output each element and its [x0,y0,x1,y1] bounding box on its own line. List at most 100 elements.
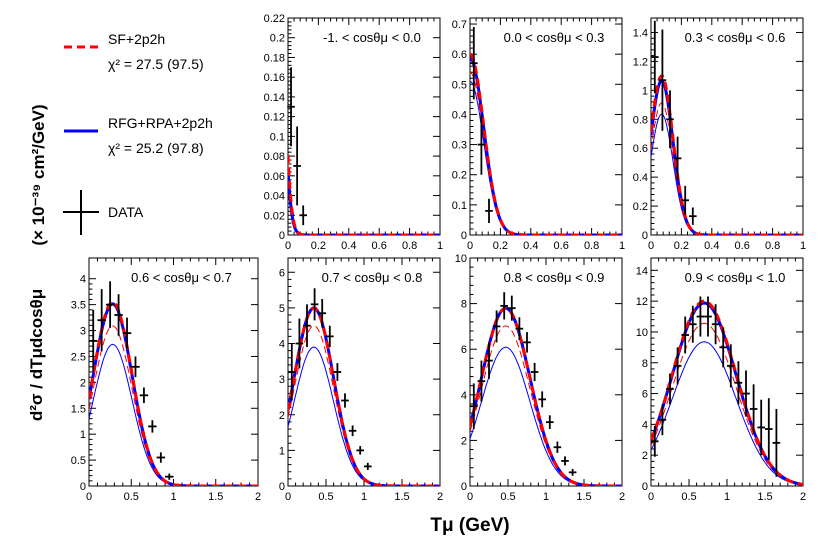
rfg-thin-curve [288,177,440,235]
rfg-curve [288,169,440,235]
x-tick-label: 0 [285,491,291,503]
panel-title: 0.6 < cosθμ < 0.7 [131,270,232,285]
panels: 0 0.2 0.4 0.6 0.8 100.020.040.060.080.10.120.… [71,13,806,503]
rfg-thin-curve [89,343,258,486]
y-tick-label: 1.2 [633,56,648,68]
sf-curve [651,74,803,235]
y-tick-label: 0.18 [264,52,285,64]
y-tick-label: 1 [80,429,86,441]
x-tick-label: 1 [543,491,549,503]
y-tick-label: 1 [642,85,648,97]
y-tick-label: 3.5 [71,300,86,312]
panel-1: 0 0.2 0.4 0.6 0.8 1 0 0.02 0.04 0.06 0.08 0.1 0.12 0.… [264,13,443,252]
y-tick-label: 0 [80,481,86,493]
rfg-thin-curve [470,346,622,486]
y-tick-label: 4 [642,419,648,431]
panel-frame [469,17,623,236]
x-tick-label: 0.6 [735,240,750,252]
y-tick-label: 6 [461,344,467,356]
y-tick-label: 0 [461,230,467,242]
y-tick-label: 0 [279,481,285,493]
y-tick-label: 14 [636,265,648,277]
y-tick-label: 0.16 [264,72,285,84]
panel-title: 0.8 < cosθμ < 0.9 [504,270,605,285]
rfg-thin-curve [288,346,440,486]
x-tick-label: 2 [255,491,261,503]
x-tick-label: 0 [467,491,473,503]
sf-thin-curve [288,325,440,486]
y-tick-label: 0.7 [452,19,467,31]
x-tick-label: 0.8 [765,240,780,252]
x-tick-label: 0.5 [124,491,139,503]
rfg-thin-curve [651,113,803,235]
panel-title: 0.0 < cosθμ < 0.3 [504,30,605,45]
x-tick-label: 0 [648,240,654,252]
rfg-curve [288,306,440,486]
sf-curve [470,52,622,235]
y-tick-label: 0.2 [452,170,467,182]
y-tick-label: 3 [279,374,285,386]
y-tick-label: 2 [80,377,86,389]
x-tick-label: 1 [170,491,176,503]
legend-sf-label: SF+2p2h [108,31,165,47]
y-tick-label: 0.22 [264,13,285,25]
x-tick-label: 0.8 [402,240,417,252]
sf-thin-curve [651,322,803,486]
rfg-curve [470,56,622,235]
y-tick-label: 0.06 [264,171,285,183]
y-tick-label: 0 [642,481,648,493]
y-tick-label: 0.1 [452,200,467,212]
legend-data-label: DATA [108,204,144,220]
x-tick-label: 2 [437,491,443,503]
sf-curve [288,306,440,486]
rfg-thin-curve [470,80,622,235]
y-axis-label-units: (× 10⁻³⁹ cm²/GeV) [29,104,48,245]
x-tick-label: 1.5 [394,491,409,503]
y-tick-label: 10 [455,253,467,265]
y-tick-label: 0 [642,230,648,242]
y-tick-label: 0.6 [633,143,648,155]
x-tick-label: 0.2 [493,240,508,252]
panel-frame [287,17,441,236]
y-tick-label: 0.6 [452,49,467,61]
panel-title: 0.9 < cosθμ < 1.0 [685,270,786,285]
panel-title: 0.7 < cosθμ < 0.8 [322,270,423,285]
sf-thin-curve [470,325,622,486]
x-tick-label: 1.5 [208,491,223,503]
panel-7: 0 0.5 1 1.5 2 0 2 4 6 8 10 12 14 0.9 < cosθμ < 1.0 [636,257,806,503]
panel-2: 0 0.2 0.4 0.6 0.8 1 0 0.1 0.2 0.3 0.4 0.5 0.6 0.7 0.0 … [452,17,625,252]
x-tick-label: 0 [648,491,654,503]
panel-5: 0 0.5 1 1.5 2 0 1 2 3 4 5 6 0.7 < cosθμ < 0.8 [279,257,443,503]
x-tick-label: 1 [800,240,806,252]
x-tick-label: 0 [467,240,473,252]
x-tick-label: 2 [800,491,806,503]
y-tick-label: 0.12 [264,112,285,124]
y-tick-label: 0.4 [633,172,648,184]
x-tick-label: 0.5 [500,491,515,503]
panel-frame [287,257,441,487]
y-tick-label: 6 [279,267,285,279]
y-tick-label: 0.5 [452,79,467,91]
y-tick-label: 12 [636,296,648,308]
y-tick-label: 0.04 [264,191,285,203]
x-tick-label: 0.2 [674,240,689,252]
y-tick-label: 1.5 [71,403,86,415]
y-axis-label-fraction: d²σ / dTμdcosθμ [27,289,46,421]
x-tick-label: 1.5 [576,491,591,503]
y-tick-label: 0 [279,230,285,242]
panel-title: -1. < cosθμ < 0.0 [323,30,421,45]
y-tick-label: 2 [461,435,467,447]
x-tick-label: 0.8 [584,240,599,252]
panel-frame [88,257,259,487]
x-tick-label: 0.5 [681,491,696,503]
x-tick-label: 1 [724,491,730,503]
x-tick-label: 1 [437,240,443,252]
y-tick-label: 8 [642,358,648,370]
y-tick-label: 0 [461,481,467,493]
panel-4: 0 0.5 1 1.5 2 0 0.5 1 1.5 2 2.5 3 3.5 4 0.6 < cosθμ < … [71,257,261,503]
x-tick-label: 0.6 [372,240,387,252]
x-tick-label: 1 [619,240,625,252]
panel-title: 0.3 < cosθμ < 0.6 [685,30,786,45]
y-tick-label: 0.8 [633,114,648,126]
legend-sf-chi2: χ² = 27.5 (97.5) [108,56,204,72]
